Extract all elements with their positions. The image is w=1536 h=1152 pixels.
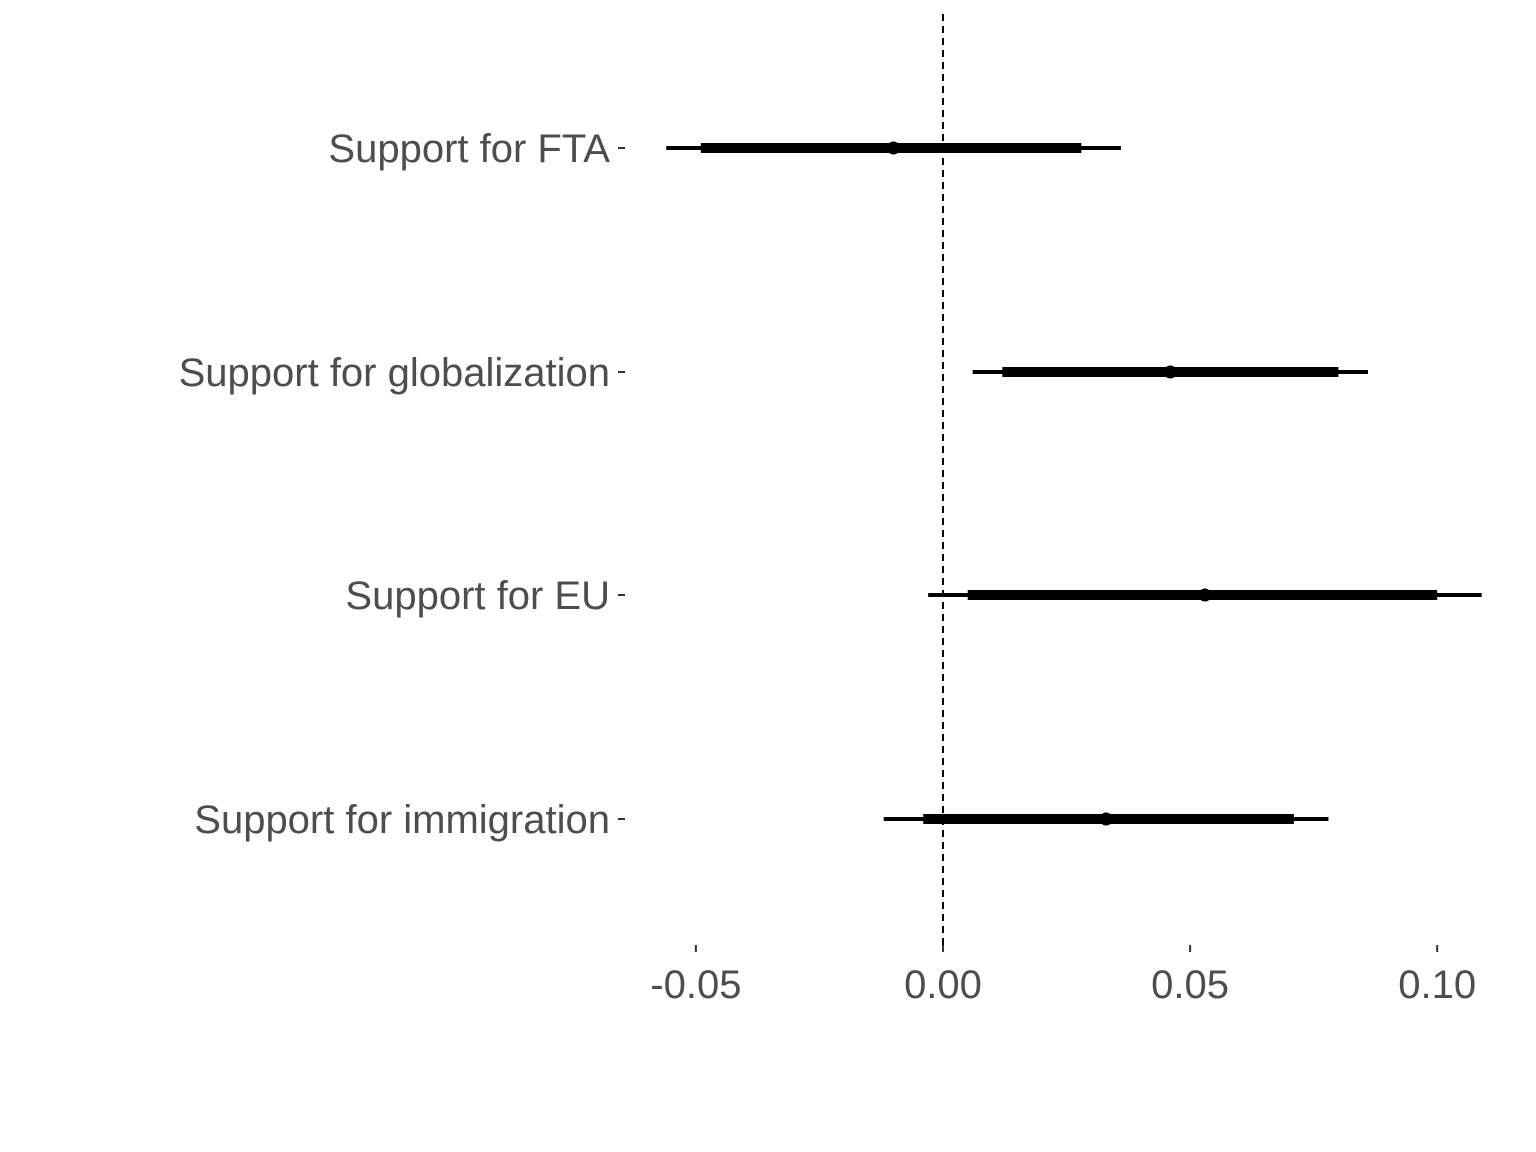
y-tick-label-support-for-fta: Support for FTA xyxy=(328,127,610,171)
point-estimate-1 xyxy=(1163,365,1177,379)
estimate-marks xyxy=(666,141,1482,826)
x-tick-label-2: 0.05 xyxy=(1151,963,1229,1007)
y-tick-label-support-for-eu: Support for EU xyxy=(345,574,610,618)
y-tick-label-support-for-immigration: Support for immigration xyxy=(194,798,610,842)
x-axis: -0.05 0.00 0.05 0.10 xyxy=(650,945,1476,1007)
point-estimate-2 xyxy=(1198,588,1212,602)
x-tick-label-1: 0.00 xyxy=(904,963,982,1007)
x-tick-label-0: -0.05 xyxy=(650,963,741,1007)
y-tick-label-support-for-globalization: Support for globalization xyxy=(179,351,610,395)
y-axis: Support for FTA Support for globalization… xyxy=(179,127,625,842)
point-estimate-0 xyxy=(887,141,901,155)
point-estimate-3 xyxy=(1099,812,1113,826)
x-tick-label-3: 0.10 xyxy=(1398,963,1476,1007)
